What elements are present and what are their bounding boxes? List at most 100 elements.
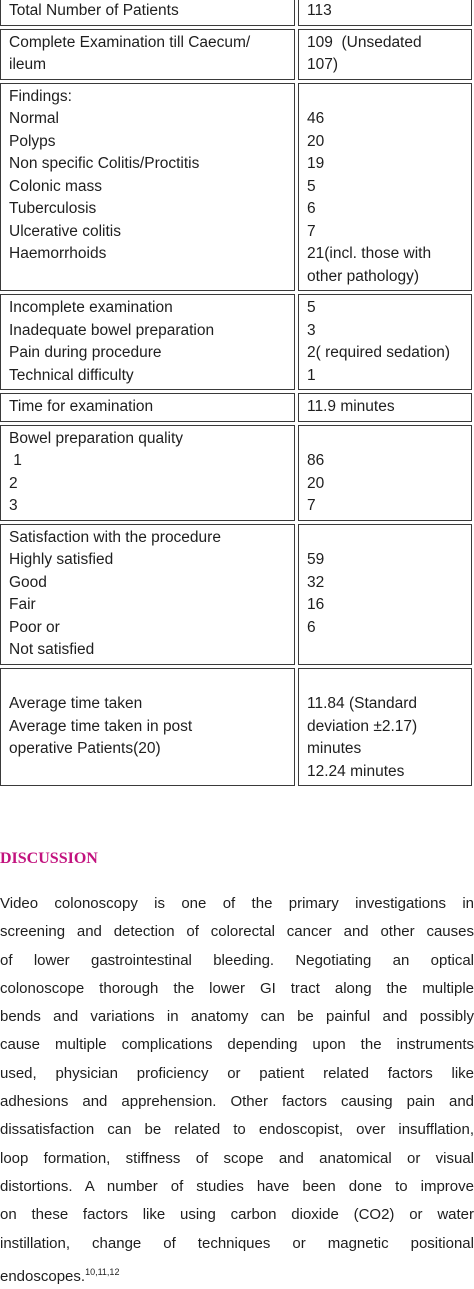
label-line: Inadequate bowel preparation	[9, 321, 215, 339]
value-line: 2( required sedation)	[307, 344, 451, 361]
value-line: 5	[307, 299, 316, 316]
label-line: Poor or	[9, 618, 60, 636]
text-line: bends and variations in anatomy can be p…	[0, 1008, 474, 1026]
text-line: instillation, change of techniques or ma…	[0, 1234, 474, 1252]
paragraph: Video colonoscopy is one of the primary …	[0, 890, 474, 1286]
label-line: 1	[9, 452, 22, 469]
value-line: 19	[307, 155, 325, 172]
value-line: 6	[307, 200, 316, 217]
label-line: 3	[9, 497, 18, 514]
text-line: used, physician proficiency or patient r…	[0, 1064, 474, 1082]
text-line: loop formation, stiffness of scope and a…	[0, 1149, 474, 1167]
label-line: operative Patients(20)	[9, 740, 161, 757]
table-row: Time for examination 11.9 minutes	[0, 393, 474, 422]
label-line: Colonic mass	[9, 177, 103, 195]
table-row: Complete Examination till Caecum/ileum 10…	[0, 28, 474, 80]
value-line: 32	[307, 573, 325, 591]
label-line: Average time taken in post	[9, 717, 193, 735]
value-line: 5	[307, 177, 316, 195]
results-table: Total Number of Patients 113 Complete Exam…	[0, 0, 474, 786]
label-line: Non specific Colitis/Proctitis	[9, 155, 200, 172]
value-line: 6	[307, 618, 316, 636]
label-cell: Findings: Normal Polyps Non specific Coliti…	[0, 82, 295, 291]
value-cell: 113	[298, 0, 472, 26]
value-cell: 11.9 minutes	[298, 393, 472, 422]
label-cell: Bowel preparation quality 1 2 3	[0, 424, 295, 521]
row-heading: Bowel preparation quality	[9, 429, 184, 447]
table-row: Bowel preparation quality 1 2 3 86 20 7	[0, 424, 474, 521]
value-line: 20	[307, 132, 325, 150]
value-line: 12.24 minutes	[307, 762, 405, 780]
table-row: Total Number of Patients 113	[0, 0, 474, 26]
label-line: Incomplete examination	[9, 299, 173, 316]
label-cell: Time for examination	[0, 393, 295, 422]
text-line: screening and detection of colorectal ca…	[0, 923, 474, 941]
label-line: Time for examination	[9, 398, 154, 415]
text-line: adhesions and apprehension. Other factor…	[0, 1093, 474, 1111]
label-line: Normal	[9, 110, 59, 127]
label-line: Technical difficulty	[9, 366, 134, 384]
value-cell: 11.84 (Standard deviation ±2.17) minutes 12…	[298, 667, 472, 786]
value-line: 107)	[307, 56, 339, 73]
value-line: 11.9 minutes	[307, 398, 395, 415]
table-row: Incomplete examination Inadequate bowel p…	[0, 294, 474, 390]
value-line: deviation ±2.17)	[307, 717, 418, 735]
label-line: Total Number of Patients	[9, 2, 179, 19]
text-line: cause multiple complications depending u…	[0, 1036, 474, 1054]
value-line: 11.84 (Standard	[307, 695, 418, 712]
label-cell: Complete Examination till Caecum/ileum	[0, 28, 295, 80]
text-line: Video colonoscopy is one of the primary …	[0, 895, 474, 912]
text-line: colonoscope thorough the lower GI tract …	[0, 979, 474, 997]
value-cell: 86 20 7	[298, 424, 472, 521]
text-line: endoscopes.10,11,12	[0, 1258, 474, 1286]
label-line: Not satisfied	[9, 641, 95, 658]
value-cell: 46 20 19 5 6 7 21(incl. those with other pathol…	[298, 82, 472, 291]
text-line: of lower gastrointestinal bleeding. Nego…	[0, 951, 474, 969]
text-line: distortions. A number of studies have be…	[0, 1177, 474, 1195]
value-cell: 5 3 2( required sedation) 1	[298, 294, 472, 390]
text: endoscopes.	[0, 1267, 86, 1285]
label-line: Ulcerative colitis	[9, 222, 121, 240]
label-line: Haemorrhoids	[9, 245, 107, 262]
label-line: Average time taken	[9, 695, 143, 712]
label-cell: Average time taken Average time taken in …	[0, 667, 295, 786]
row-heading: Satisfaction with the procedure	[9, 528, 221, 546]
table-row: Average time taken Average time taken in …	[0, 667, 474, 786]
value-line: 21(incl. those with	[307, 245, 432, 262]
label-line: Polyps	[9, 132, 56, 150]
label-line: Pain during procedure	[9, 344, 162, 361]
value-cell: 109 (Unsedated 107)	[298, 28, 472, 80]
value-line: 16	[307, 596, 325, 613]
value-line: 86	[307, 452, 325, 469]
table-row: Satisfaction with the procedure Highly sa…	[0, 523, 474, 665]
value-line: 7	[307, 497, 316, 514]
label-line: 2	[9, 474, 18, 492]
value-line: 59	[307, 551, 325, 568]
label-line: Good	[9, 573, 47, 591]
value-line: 7	[307, 222, 316, 240]
text-line: on these factors like using carbon dioxi…	[0, 1206, 474, 1224]
section-heading: DISCUSSION	[0, 850, 98, 867]
value-line: minutes	[307, 740, 362, 757]
label-line: Tuberculosis	[9, 200, 97, 217]
value-cell: 59 32 16 6	[298, 523, 472, 665]
value-line: 113	[307, 2, 332, 19]
label-line: ileum	[9, 56, 47, 73]
table-row: Findings: Normal Polyps Non specific Coliti…	[0, 82, 474, 291]
label-line: Highly satisfied	[9, 551, 114, 568]
value-line: 3	[307, 321, 316, 339]
citation: 10,11,12	[85, 1266, 120, 1277]
value-line: 46	[307, 110, 325, 127]
value-line: 1	[307, 366, 316, 384]
discussion-section: DISCUSSION Video colonoscopy is one of t…	[0, 846, 474, 1286]
label-cell: Satisfaction with the procedure Highly sa…	[0, 523, 295, 665]
label-cell: Total Number of Patients	[0, 0, 295, 26]
label-cell: Incomplete examination Inadequate bowel p…	[0, 294, 295, 390]
label-line: Complete Examination till Caecum/	[9, 33, 251, 51]
value-line: 20	[307, 474, 325, 492]
text-line: dissatisfaction can be related to endosc…	[0, 1121, 474, 1139]
value-line: other pathology)	[307, 267, 420, 285]
label-line: Fair	[9, 596, 36, 613]
value-line: 109 (Unsedated	[307, 33, 422, 51]
